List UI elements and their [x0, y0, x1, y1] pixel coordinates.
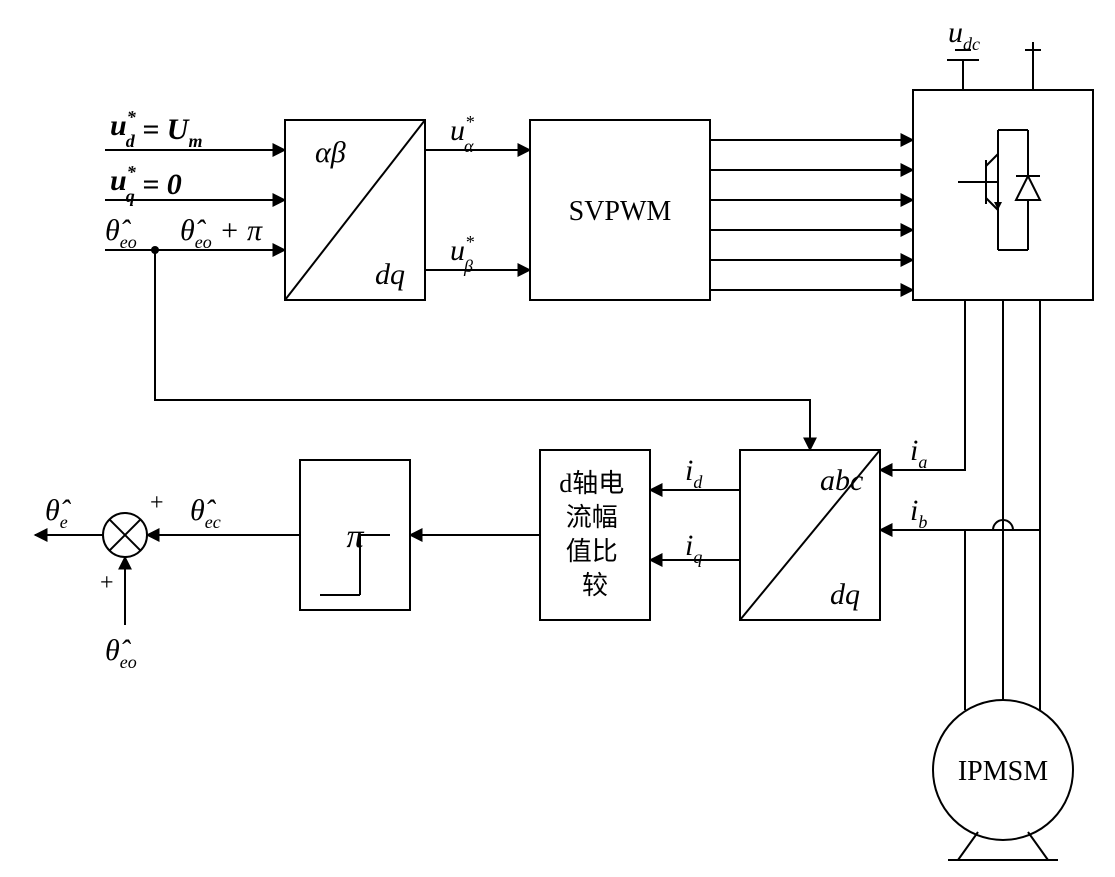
arrow-ia	[880, 300, 965, 470]
theta-eo-2-label: θ̂eo	[105, 634, 137, 672]
compare-block: d轴电 流幅 值比 较	[540, 450, 650, 620]
arrow-ib	[880, 300, 1040, 530]
i-a-label: ia	[910, 434, 927, 472]
i-b-label: ib	[910, 494, 927, 532]
svpwm-label: SVPWM	[569, 196, 672, 227]
svpwm-block: SVPWM	[530, 120, 710, 300]
abc-to-dq-block: abc dq	[740, 450, 880, 620]
dq2-label: dq	[830, 578, 860, 611]
ipmsm-motor: IPMSM	[933, 700, 1073, 860]
theta-eo-plus-pi-label: θ̂eo + π	[180, 214, 263, 252]
inverter-block: udc	[913, 16, 1093, 300]
i-d-label: id	[685, 454, 703, 492]
theta-ec-label: θ̂ec	[190, 494, 221, 532]
summing-junction	[103, 513, 147, 557]
u-dc-label: udc	[948, 16, 980, 54]
pi-switch-block: π	[300, 460, 410, 610]
theta-e-label: θ̂e	[45, 494, 72, 532]
abc-label: abc	[820, 464, 863, 497]
ipmsm-label: IPMSM	[958, 756, 1048, 787]
arrow-th-down	[155, 250, 810, 450]
dq-to-alpha-beta-block: αβ dq	[285, 120, 425, 300]
pi-label: π	[346, 518, 364, 555]
plus-1: +	[150, 490, 164, 516]
theta-eo-label: θ̂eo	[105, 214, 137, 252]
alpha-beta-label: αβ	[315, 136, 346, 169]
ud-star-label: u*d = Um	[110, 107, 202, 151]
dq-label: dq	[375, 258, 405, 291]
plus-2: +	[100, 570, 114, 596]
i-q-label: iq	[685, 529, 702, 567]
dc-source-icon	[947, 42, 1041, 90]
